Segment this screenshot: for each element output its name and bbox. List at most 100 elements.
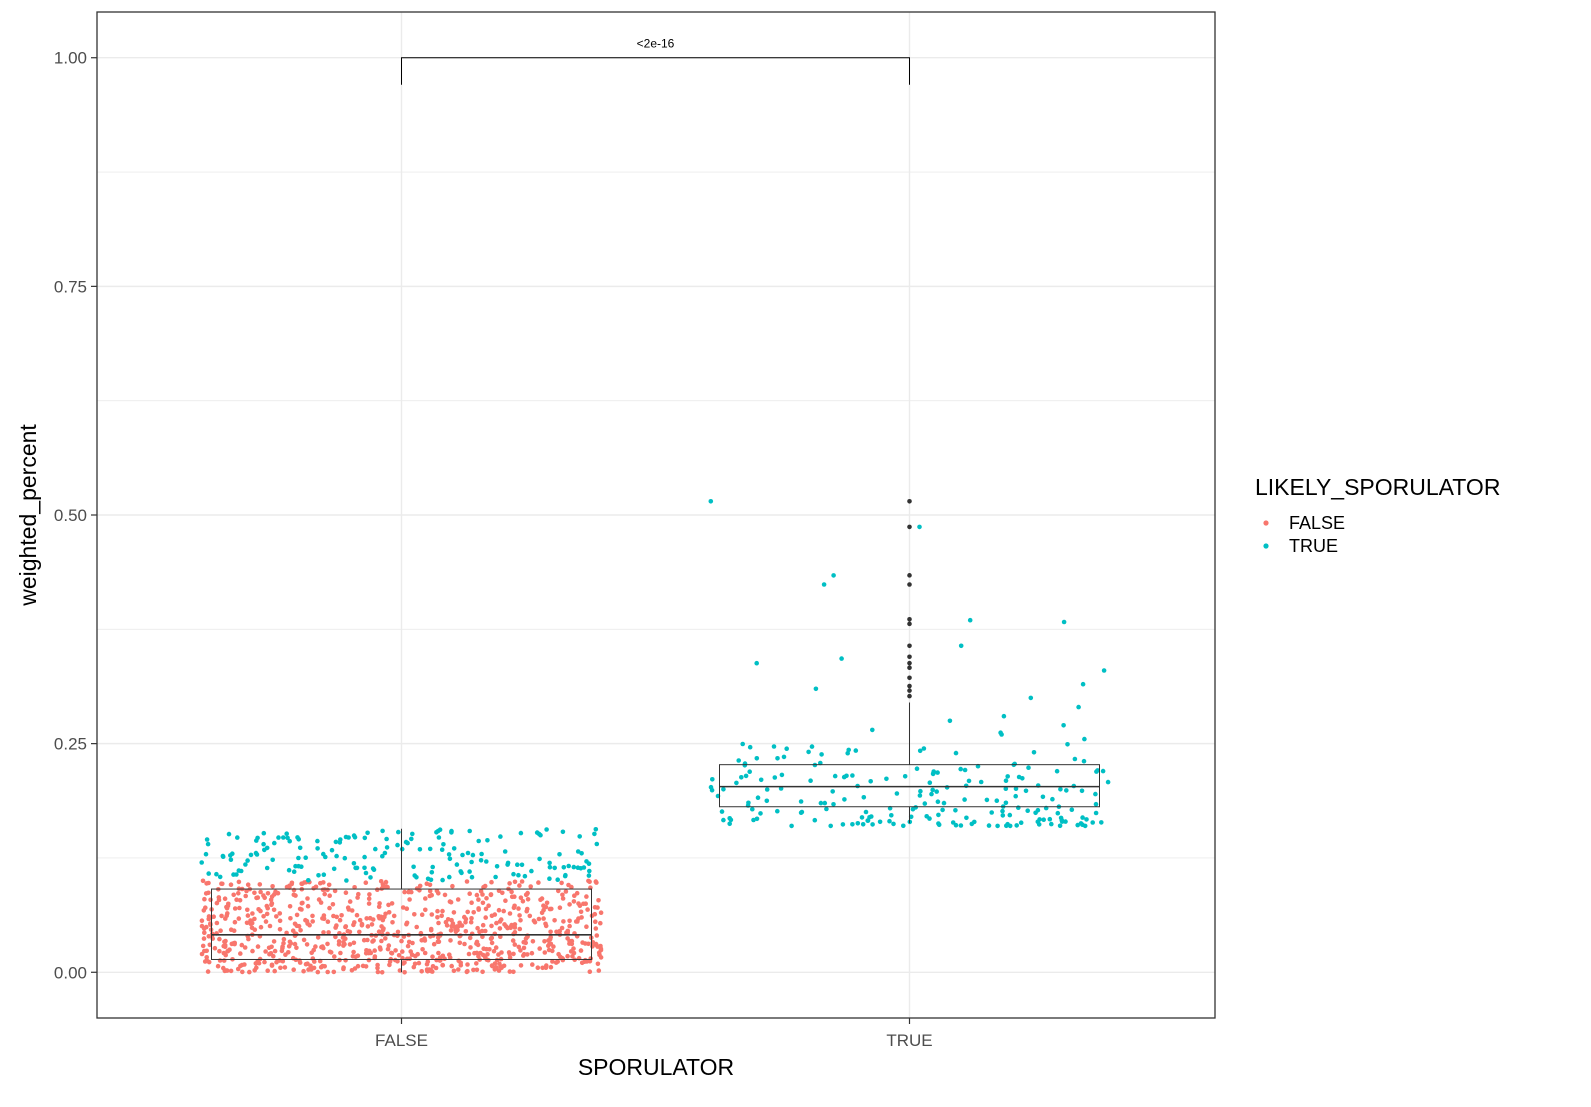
data-point [710,777,715,782]
data-point [316,873,321,878]
data-point [1005,774,1010,779]
data-point [1037,817,1042,822]
data-point [496,907,502,913]
data-point [345,928,351,934]
data-point [493,945,499,950]
data-point [429,912,435,917]
data-point [995,823,1000,829]
data-point [451,846,457,851]
data-point [351,940,357,946]
data-point [351,833,357,838]
data-point [399,938,404,944]
data-point [922,801,928,806]
data-point [574,890,580,896]
data-point [567,941,572,946]
data-point [386,910,392,915]
data-point [476,906,481,911]
data-point [1054,768,1060,774]
data-point [224,913,229,918]
data-point [228,968,234,974]
data-point [775,756,780,761]
data-point [498,834,503,839]
data-point [512,930,518,935]
data-point [542,950,548,955]
data-point [598,955,604,960]
data-point [395,842,400,848]
data-point [436,950,441,956]
data-point [584,924,589,929]
data-point [586,878,591,884]
data-point [214,871,219,877]
data-point [480,969,485,975]
data-point [267,923,273,929]
data-point [1023,788,1029,794]
data-point [252,968,257,973]
data-point [505,862,510,867]
data-point [370,866,376,871]
data-point [417,883,423,889]
data-point [400,905,406,910]
data-point [584,859,589,864]
data-point [1065,742,1070,747]
data-point [416,960,422,966]
data-point [429,892,435,898]
data-point [468,945,473,950]
data-point [235,966,241,972]
data-point [727,821,732,827]
data-point [412,873,418,878]
data-point [448,938,453,943]
data-point [380,882,386,887]
data-point [329,847,335,853]
data-point [326,882,332,888]
data-point [536,916,542,922]
data-point [1025,808,1030,813]
data-point [254,895,259,901]
data-point [511,871,516,877]
data-point [264,865,270,871]
data-point [560,892,565,898]
data-point [301,937,307,943]
data-point [322,964,328,969]
data-point [422,950,428,956]
data-point [525,952,530,957]
data-point [353,865,358,871]
data-point [375,962,380,968]
data-point [234,872,239,877]
data-point [544,827,549,832]
data-point [747,744,753,750]
data-point [387,962,392,968]
data-point [538,897,543,903]
boxplots [211,498,1100,973]
data-point [447,856,453,862]
data-point [363,870,369,876]
data-point [463,916,469,922]
data-point [496,888,502,893]
legend-title: LIKELY_SPORULATOR [1255,474,1500,500]
data-point [561,919,566,924]
data-point [560,829,566,835]
data-point [570,954,575,959]
data-point [327,905,332,911]
data-point [819,752,824,757]
data-point [488,892,494,897]
data-point [553,960,559,965]
data-point [1003,778,1009,783]
data-point [1000,813,1006,818]
data-point [407,897,412,902]
data-point [1093,791,1098,797]
data-point [1084,817,1089,822]
data-point [427,846,433,852]
data-point [270,884,275,889]
data-point [1012,761,1017,767]
data-point [343,834,349,840]
data-point [1020,776,1025,781]
data-point [411,864,416,870]
data-point [530,939,536,944]
data-point [556,888,561,894]
data-point [250,911,255,916]
data-point [217,948,222,954]
data-point [339,913,344,918]
data-point [355,953,361,958]
data-point [292,941,298,947]
data-point [386,902,391,908]
